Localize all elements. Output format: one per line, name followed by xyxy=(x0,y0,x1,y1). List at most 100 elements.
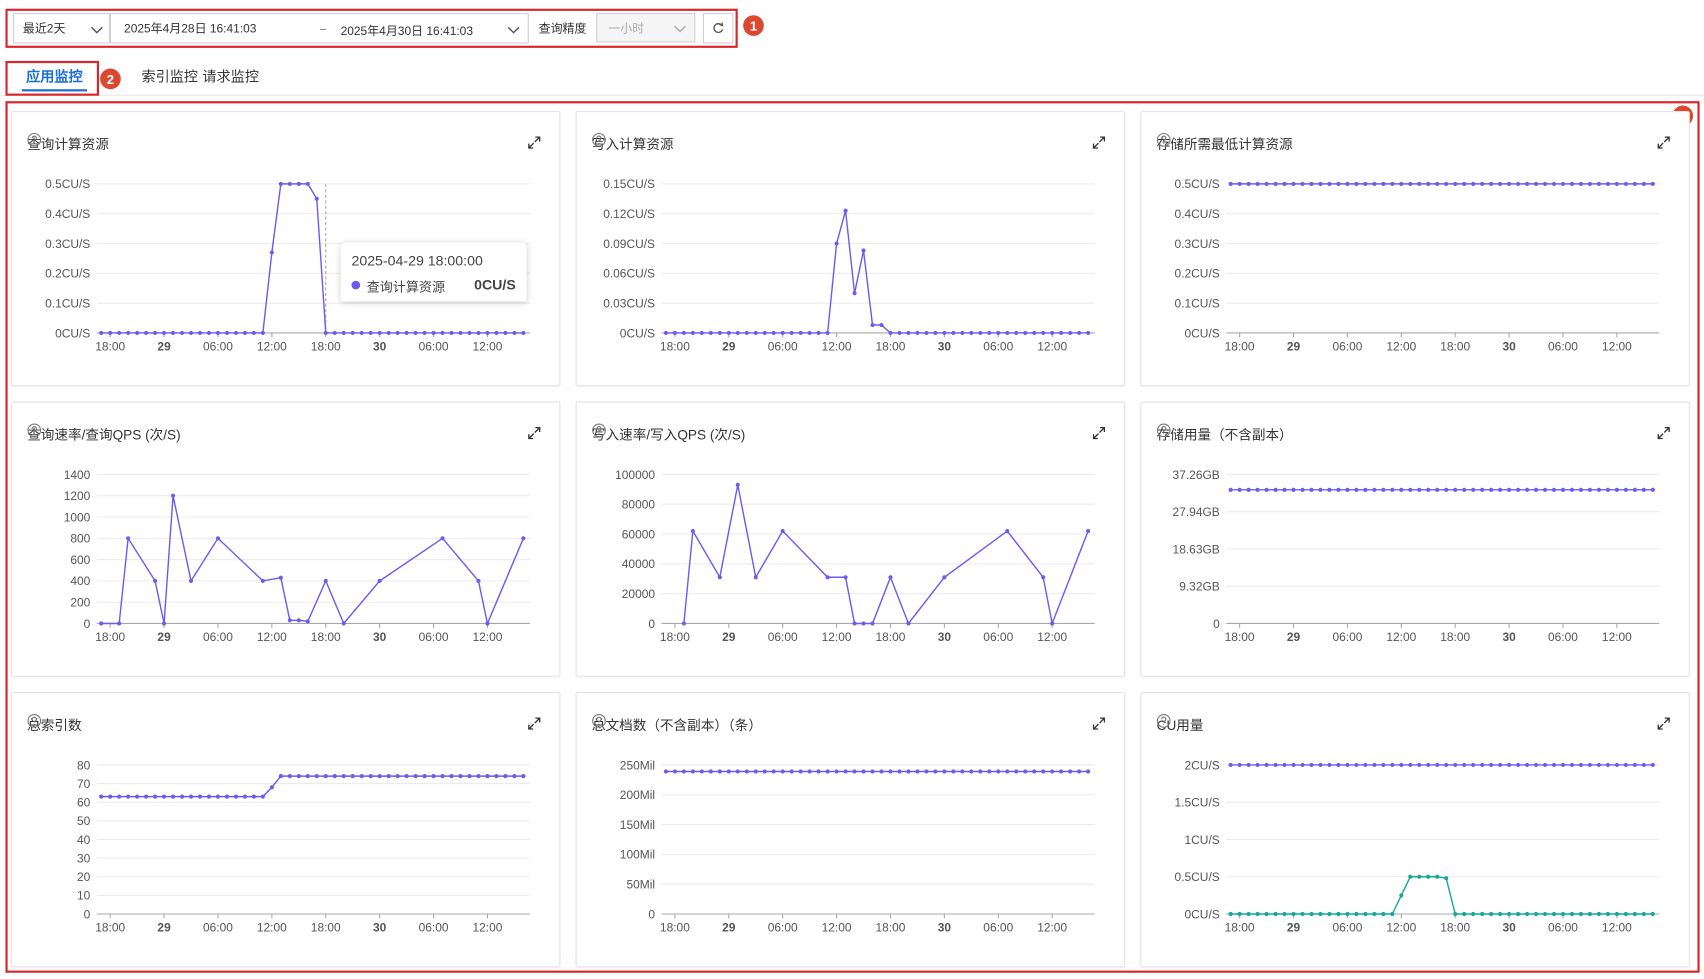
expand-glyph xyxy=(1657,717,1670,730)
expand-icon[interactable] xyxy=(528,717,541,730)
expand-glyph xyxy=(1092,717,1106,730)
x-tick-label: 18:00 xyxy=(1225,339,1255,353)
expand-icon[interactable] xyxy=(528,136,541,149)
x-tick-label: 06:00 xyxy=(1548,920,1578,934)
data-point xyxy=(690,330,695,336)
data-point xyxy=(431,774,436,779)
data-point xyxy=(386,774,391,779)
data-point xyxy=(404,330,409,336)
data-point xyxy=(350,774,355,779)
x-tick-label: 18:00 xyxy=(1440,920,1470,934)
data-point xyxy=(179,794,185,799)
data-point xyxy=(852,291,857,296)
chart: 0 20000 40000 60000 80000 100000 18:00 29 06:00 1… xyxy=(615,468,1095,644)
toolbar-highlight xyxy=(5,8,738,48)
data-point xyxy=(1426,487,1431,492)
date-range[interactable]: 2025年4月28日 16:41:03 2025年4月30日 16:41:03 xyxy=(109,13,529,44)
expand-icon[interactable] xyxy=(1092,136,1106,149)
data-point xyxy=(1507,762,1512,768)
data-point xyxy=(1623,762,1628,768)
data-point xyxy=(260,578,265,583)
x-tick-label: 29 xyxy=(722,630,736,644)
data-point xyxy=(476,330,481,336)
y-tick-label: 20 xyxy=(77,870,91,884)
help-circle xyxy=(592,714,606,728)
data-point xyxy=(690,528,695,534)
refresh-button[interactable] xyxy=(702,13,734,44)
data-point xyxy=(395,330,400,336)
data-point xyxy=(108,330,113,336)
data-point xyxy=(269,785,274,790)
x-tick-label: 30 xyxy=(1502,920,1516,934)
data-point xyxy=(170,330,176,336)
data-point xyxy=(1390,762,1395,768)
data-point xyxy=(1363,487,1368,492)
expand-icon[interactable] xyxy=(1657,426,1670,440)
data-point xyxy=(672,330,677,336)
chevron xyxy=(90,26,103,34)
data-point xyxy=(1489,181,1494,186)
expand-icon[interactable] xyxy=(1657,136,1670,149)
chart-title-row: 存储所需最低计算资源 xyxy=(1156,132,1293,154)
data-point xyxy=(135,794,140,799)
x-tick-label: 30 xyxy=(1502,339,1516,353)
data-point xyxy=(753,769,758,774)
expand-icon[interactable] xyxy=(1092,717,1106,730)
data-point xyxy=(735,330,740,336)
tab[interactable]: 请求监控 xyxy=(202,68,259,85)
precision-select[interactable]: 一小时 xyxy=(596,13,696,43)
data-point xyxy=(1596,487,1601,492)
data-point xyxy=(1381,487,1386,492)
data-point xyxy=(1444,487,1449,492)
data-point xyxy=(1507,911,1512,917)
data-point xyxy=(861,621,866,626)
range-select[interactable]: 最近2天 xyxy=(13,13,110,44)
chart-card: 0 10 20 30 40 50 60 70 80 18:00 29 06:00 12:00 18:00 3… xyxy=(10,692,561,968)
data-point xyxy=(762,769,767,774)
data-point xyxy=(126,330,131,336)
tab-active[interactable]: 应用监控 xyxy=(26,65,83,86)
expand-icon[interactable] xyxy=(1092,426,1106,440)
data-point xyxy=(861,248,866,253)
help-circle xyxy=(592,132,606,147)
data-point xyxy=(1408,487,1413,492)
tab[interactable]: 索引监控 xyxy=(141,68,199,85)
expand-icon[interactable] xyxy=(1657,717,1670,730)
data-point xyxy=(170,493,176,498)
data-point xyxy=(1086,528,1091,534)
data-point xyxy=(1228,181,1233,186)
x-tick-label: 18:00 xyxy=(95,630,125,644)
data-point xyxy=(440,774,445,779)
expand-icon[interactable] xyxy=(528,426,541,440)
data-point xyxy=(422,774,427,779)
data-point xyxy=(1246,911,1251,917)
x-tick-label: 29 xyxy=(157,630,171,644)
data-point xyxy=(377,578,382,583)
data-point xyxy=(341,774,346,779)
data-point xyxy=(1587,181,1593,186)
data-point xyxy=(422,330,427,336)
data-point xyxy=(1623,487,1628,492)
x-tick-label: 06:00 xyxy=(983,339,1013,353)
x-tick-label: 30 xyxy=(373,339,387,353)
data-point xyxy=(906,621,911,626)
x-tick-label: 12:00 xyxy=(822,920,852,934)
data-point xyxy=(1507,181,1512,186)
data-point xyxy=(843,575,848,580)
data-point xyxy=(413,330,418,336)
data-point xyxy=(153,794,158,799)
data-point xyxy=(368,330,373,336)
x-tick-label: 18:00 xyxy=(311,339,341,353)
y-tick-label: 27.94GB xyxy=(1173,505,1220,519)
x-tick-label: 30 xyxy=(938,920,952,934)
y-tick-label: 0.09CU/S xyxy=(603,237,655,251)
y-tick-label: 0 xyxy=(648,907,655,921)
data-point xyxy=(1560,487,1566,492)
help-circle xyxy=(27,132,42,147)
data-point xyxy=(1086,769,1091,774)
data-point xyxy=(1614,762,1619,768)
chart-title: 存储所需最低计算资源 xyxy=(1156,137,1293,153)
data-point xyxy=(494,330,499,336)
expand-glyph xyxy=(528,136,541,149)
data-point xyxy=(1255,487,1260,492)
